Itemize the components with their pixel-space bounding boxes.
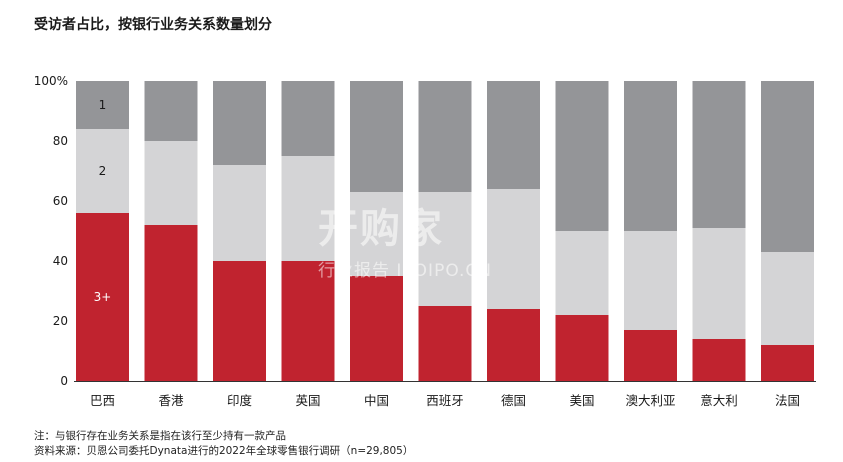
y-tick-label: 40 [53,254,68,268]
bar-segment [350,81,403,192]
y-tick-label: 80 [53,134,68,148]
x-tick-label: 澳大利亚 [625,393,675,408]
bar-segment [692,339,746,381]
bar-segment [144,141,198,225]
bar-segment [76,81,129,129]
x-tick-label: 印度 [227,393,253,408]
bar-segment [418,81,472,192]
x-tick-label: 中国 [364,393,389,408]
bar-segment [692,81,746,228]
bar-segment [418,306,472,381]
bar-segment [213,261,266,381]
x-tick-label: 香港 [158,393,184,408]
x-tick-label: 巴西 [90,393,115,408]
bar-segment [487,309,540,381]
x-tick-label: 德国 [501,393,526,408]
bar-segment [624,81,677,231]
bar-segment [624,231,677,330]
x-tick-label: 西班牙 [426,393,464,408]
segment-label: 1 [99,98,107,112]
bar-segment [350,276,403,381]
bar-segment [76,213,129,381]
bar-segment [761,81,814,252]
chart-title: 受访者占比，按银行业务关系数量划分 [34,17,272,33]
bar-segment [213,81,266,165]
bar-segment [692,228,746,339]
segment-label: 3+ [94,290,112,304]
bar-segment [350,192,403,276]
x-tick-label: 美国 [569,393,594,408]
source-note: 资料来源：贝恩公司委托Dynata进行的2022年全球零售银行调研（n=29,8… [34,445,414,457]
y-tick-label: 60 [53,194,68,208]
footnote: 注：与银行存在业务关系是指在该行至少持有一款产品 [34,430,286,442]
bar-segment [281,261,335,381]
bar-segment [281,81,335,156]
y-tick-label: 0 [60,374,68,388]
bar-segment [76,129,129,213]
y-tick-label: 20 [53,314,68,328]
bar-segment [555,81,609,231]
segment-label: 2 [99,164,107,178]
bar-segment [144,81,198,141]
bar-segment [418,192,472,306]
bar-segment [213,165,266,261]
bar-segment [761,345,814,381]
bar-segment [281,156,335,261]
x-tick-label: 法国 [775,393,800,408]
y-tick-label: 100% [34,74,68,88]
bar-segment [487,189,540,309]
bar-segment [144,225,198,381]
bar-segment [761,252,814,345]
x-tick-label: 英国 [295,393,320,408]
bar-segment [555,315,609,381]
bar-segment [555,231,609,315]
x-tick-label: 意大利 [700,393,738,408]
bar-segment [487,81,540,189]
bar-segment [624,330,677,381]
